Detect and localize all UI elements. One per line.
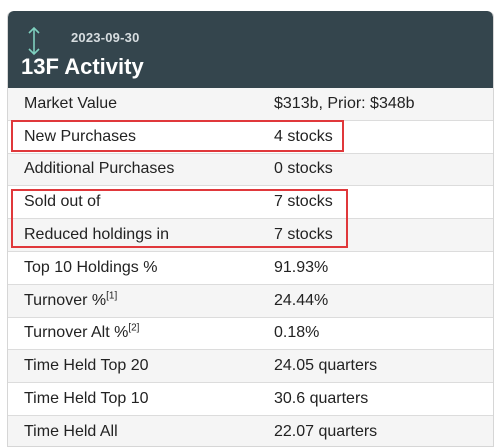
row-sold-out-of: Sold out of 7 stocks [8, 186, 493, 220]
row-label: Turnover Alt %[2] [24, 323, 140, 342]
row-value: 0.18% [274, 324, 320, 342]
row-label: Time Held Top 20 [24, 357, 149, 375]
row-label: New Purchases [24, 127, 137, 145]
row-time-held-top10: Time Held Top 10 30.6 quarters [8, 383, 493, 416]
row-label: Market Value [24, 94, 118, 112]
row-value: 22.07 quarters [274, 422, 378, 440]
row-top10-holdings: Top 10 Holdings % 91.93% [8, 251, 493, 285]
row-label: Additional Purchases [24, 160, 175, 178]
row-value: 91.93% [274, 258, 329, 276]
row-value: 0 stocks [274, 160, 333, 178]
row-value: 7 stocks [274, 193, 333, 211]
row-time-held-top20: Time Held Top 20 24.05 quarters [8, 350, 493, 384]
row-label: Turnover %[1] [24, 290, 118, 309]
row-value: 4 stocks [274, 127, 333, 145]
footnote-2-link[interactable]: [2] [128, 323, 140, 335]
row-turnover: Turnover %[1] 24.44% [8, 284, 493, 318]
up-down-arrows-icon [28, 26, 40, 56]
report-date: 2023-09-30 [71, 30, 140, 45]
row-value: 24.05 quarters [274, 357, 378, 375]
row-time-held-all: Time Held All 22.07 quarters [8, 415, 493, 446]
row-label: Top 10 Holdings % [24, 258, 158, 276]
row-label: Time Held Top 10 [24, 390, 149, 408]
card-header: 2023-09-30 13F Activity [8, 11, 493, 88]
row-label: Sold out of [24, 193, 101, 211]
row-market-value: Market Value $313b, Prior: $348b [8, 88, 493, 121]
row-reduced-holdings: Reduced holdings in 7 stocks [8, 219, 493, 252]
row-additional-purchases: Additional Purchases 0 stocks [8, 153, 493, 187]
row-new-purchases: New Purchases 4 stocks [8, 120, 493, 154]
row-value: 24.44% [274, 291, 329, 309]
row-turnover-alt: Turnover Alt %[2] 0.18% [8, 317, 493, 351]
row-label: Reduced holdings in [24, 226, 169, 244]
row-value: 30.6 quarters [274, 390, 369, 408]
card-title: 13F Activity [21, 54, 144, 79]
row-value: 7 stocks [274, 226, 333, 244]
activity-card: 2023-09-30 13F Activity Market Value $31… [7, 11, 494, 447]
row-value: $313b, Prior: $348b [274, 94, 415, 112]
activity-table: Market Value $313b, Prior: $348b New Pur… [8, 88, 493, 446]
footnote-1-link[interactable]: [1] [106, 290, 118, 302]
row-label: Time Held All [24, 422, 118, 440]
